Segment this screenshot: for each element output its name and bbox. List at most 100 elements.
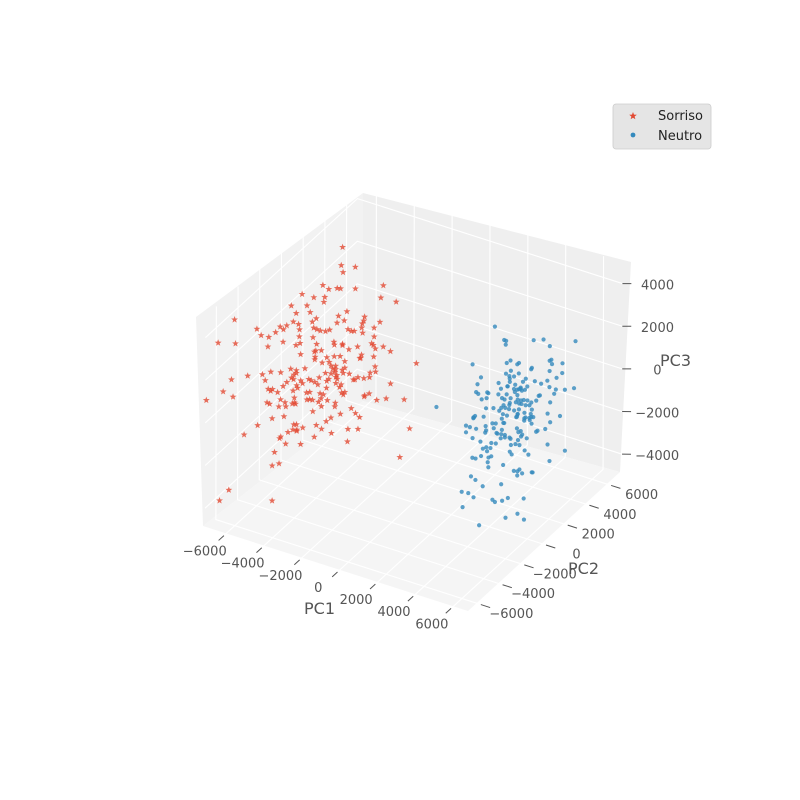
- data-point-sorriso: [341, 357, 349, 365]
- x-tick-label: −2000: [258, 569, 302, 584]
- data-point-sorriso: [267, 368, 275, 375]
- legend-box: [612, 103, 712, 150]
- data-point-neutro: [573, 339, 578, 344]
- data-point-neutro: [484, 396, 489, 401]
- data-point-sorriso: [254, 421, 262, 429]
- data-point-sorriso: [325, 375, 333, 382]
- data-point-sorriso: [283, 378, 291, 386]
- data-point-sorriso: [268, 497, 276, 504]
- data-point-sorriso: [279, 338, 287, 345]
- data-point-sorriso: [356, 413, 364, 421]
- data-point-sorriso: [277, 395, 284, 403]
- data-point-sorriso: [382, 394, 390, 402]
- data-point-neutro: [511, 374, 517, 379]
- data-point-sorriso: [330, 341, 338, 348]
- data-point-sorriso: [295, 333, 303, 340]
- legend-label-sorriso: Sorriso: [658, 109, 703, 124]
- data-point-sorriso: [372, 368, 380, 375]
- gridline-z: [204, 368, 623, 509]
- data-point-sorriso: [327, 370, 335, 377]
- data-point-sorriso: [323, 396, 331, 404]
- data-point-sorriso: [279, 382, 287, 390]
- data-point-sorriso: [310, 293, 318, 301]
- data-point-sorriso: [264, 343, 272, 350]
- data-point-sorriso: [307, 376, 315, 384]
- data-point-neutro: [466, 490, 471, 496]
- data-point-sorriso: [312, 314, 320, 322]
- data-point-neutro: [507, 449, 512, 454]
- data-point-neutro: [500, 412, 506, 417]
- data-point-sorriso: [225, 486, 233, 493]
- data-point-sorriso: [312, 347, 320, 354]
- data-point-sorriso: [311, 353, 319, 360]
- x-tick-label: −4000: [221, 557, 265, 572]
- legend-label-neutro: Neutro: [658, 129, 702, 144]
- data-point-sorriso: [406, 424, 414, 432]
- data-point-sorriso: [343, 307, 351, 315]
- data-point-sorriso: [336, 383, 343, 391]
- data-point-sorriso: [354, 373, 362, 381]
- data-point-sorriso: [327, 429, 335, 437]
- data-point-neutro: [545, 378, 550, 383]
- gridline-x: [450, 256, 605, 609]
- data-point-neutro: [471, 495, 476, 500]
- data-point-sorriso: [314, 380, 322, 388]
- data-point-sorriso: [333, 319, 341, 326]
- data-point-sorriso: [299, 424, 307, 431]
- data-point-sorriso: [258, 370, 266, 378]
- data-point-neutro: [486, 455, 491, 460]
- data-point-sorriso: [345, 345, 353, 353]
- data-point-sorriso: [320, 298, 328, 305]
- data-point-neutro: [493, 421, 498, 426]
- y-tick-label: −2000: [533, 567, 577, 582]
- data-point-sorriso: [317, 346, 325, 354]
- data-point-sorriso: [296, 326, 303, 333]
- axes-grid: [204, 183, 623, 609]
- data-point-neutro: [463, 430, 469, 435]
- data-point-neutro: [515, 392, 520, 398]
- data-point-neutro: [517, 401, 522, 406]
- data-point-neutro: [492, 324, 498, 329]
- data-point-neutro: [571, 386, 577, 391]
- data-point-neutro: [507, 379, 512, 384]
- data-point-sorriso: [356, 354, 364, 362]
- data-point-neutro: [503, 515, 508, 520]
- data-point-sorriso: [313, 340, 321, 348]
- data-point-sorriso: [338, 366, 346, 373]
- data-point-neutro: [516, 371, 521, 376]
- data-point-sorriso: [267, 387, 275, 394]
- data-point-neutro: [511, 468, 516, 473]
- gridline-y: [345, 187, 612, 486]
- z-tick-label: 2000: [641, 321, 674, 336]
- data-point-sorriso: [292, 309, 300, 317]
- data-point-sorriso: [339, 369, 347, 377]
- data-point-sorriso: [214, 339, 222, 346]
- data-point-neutro: [470, 436, 475, 441]
- data-point-neutro: [515, 511, 520, 516]
- data-point-neutro: [547, 458, 552, 464]
- data-point-neutro: [501, 403, 506, 408]
- y-tick: [524, 564, 534, 569]
- data-point-sorriso: [287, 302, 295, 309]
- data-point-neutro: [503, 371, 509, 376]
- data-point-sorriso: [284, 428, 292, 436]
- data-point-sorriso: [345, 370, 353, 377]
- y-tick: [567, 524, 578, 529]
- data-point-sorriso: [315, 373, 323, 381]
- data-point-neutro: [479, 397, 484, 402]
- data-point-sorriso: [290, 371, 298, 378]
- data-point-sorriso: [219, 388, 227, 395]
- data-point-sorriso: [366, 369, 374, 376]
- data-point-neutro: [557, 413, 563, 419]
- gridline-x: [299, 207, 453, 561]
- data-point-sorriso: [335, 312, 342, 319]
- data-point-sorriso: [332, 365, 340, 373]
- data-point-sorriso: [317, 394, 325, 402]
- data-point-sorriso: [318, 359, 326, 366]
- data-point-neutro: [562, 387, 567, 392]
- data-point-neutro: [520, 379, 526, 384]
- data-point-sorriso: [311, 378, 319, 385]
- data-point-neutro: [459, 489, 464, 494]
- data-point-neutro: [532, 379, 537, 384]
- data-point-sorriso: [337, 380, 345, 388]
